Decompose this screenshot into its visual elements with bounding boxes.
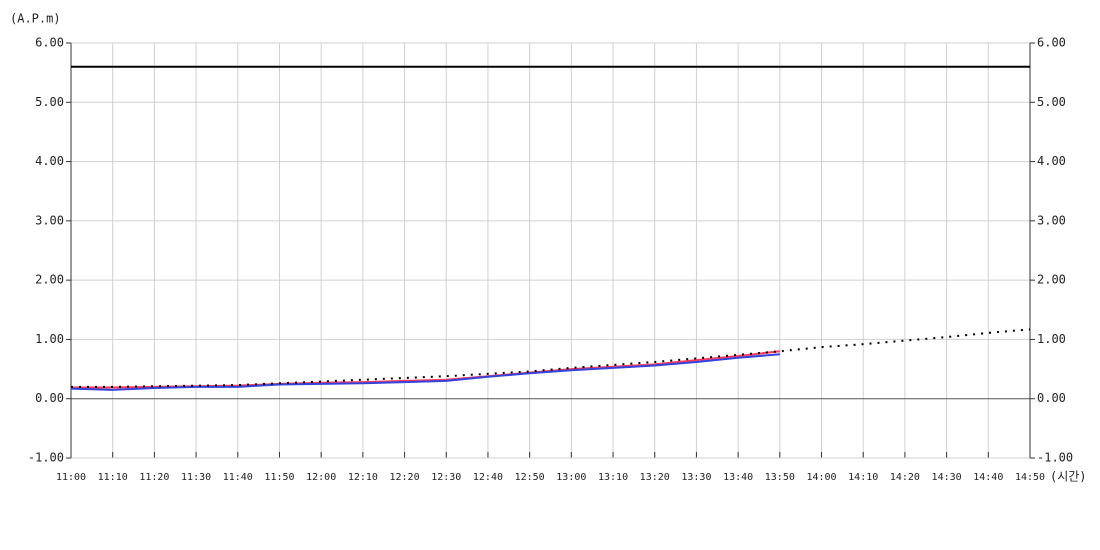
x-tick-label: 13:50: [765, 472, 795, 483]
x-tick-label: 13:40: [723, 472, 753, 483]
y-tick-label: 4.00: [35, 154, 64, 168]
y-tick-label: 6.00: [35, 36, 64, 50]
x-axis-title: (시간): [1050, 470, 1087, 484]
x-tick-label: 11:20: [139, 472, 169, 483]
y-tick-label: 2.00: [35, 273, 64, 287]
y2-tick-label: -1.00: [1037, 451, 1073, 465]
x-tick-label: 12:50: [515, 472, 545, 483]
x-tick-label: 14:10: [848, 472, 878, 483]
y-tick-label: 5.00: [35, 95, 64, 109]
y2-tick-label: 3.00: [1037, 213, 1066, 227]
x-tick-label: 13:00: [556, 472, 586, 483]
x-tick-label: 12:40: [473, 472, 503, 483]
y-tick-label: 3.00: [35, 213, 64, 227]
x-tick-label: 14:20: [890, 472, 920, 483]
x-tick-label: 12:30: [431, 472, 461, 483]
x-tick-label: 14:40: [973, 472, 1003, 483]
x-tick-label: 13:30: [681, 472, 711, 483]
x-tick-label: 11:10: [98, 472, 128, 483]
x-tick-label: 11:50: [264, 472, 294, 483]
y2-tick-label: 2.00: [1037, 273, 1066, 287]
y2-tick-label: 5.00: [1037, 95, 1066, 109]
series-line: [71, 328, 1031, 388]
x-tick-label: 11:00: [56, 472, 86, 483]
x-tick-label: 14:30: [932, 472, 962, 483]
x-tick-label: 12:00: [306, 472, 336, 483]
x-tick-label: 14:50: [1015, 472, 1045, 483]
x-tick-label: 13:20: [640, 472, 670, 483]
x-tick-label: 13:10: [598, 472, 628, 483]
x-tick-label: 12:20: [390, 472, 420, 483]
y2-tick-label: 6.00: [1037, 36, 1066, 50]
y2-tick-label: 1.00: [1037, 332, 1066, 346]
y2-tick-label: 0.00: [1037, 391, 1066, 405]
x-tick-label: 11:30: [181, 472, 211, 483]
y-tick-label: -1.00: [28, 451, 64, 465]
y-axis-title: (A.P.m): [10, 12, 61, 26]
x-tick-label: 11:40: [223, 472, 253, 483]
y-tick-label: 0.00: [35, 391, 64, 405]
x-tick-label: 14:00: [806, 472, 836, 483]
y-tick-label: 1.00: [35, 332, 64, 346]
y2-tick-label: 4.00: [1037, 154, 1066, 168]
series-line: [70, 353, 780, 391]
x-tick-label: 12:10: [348, 472, 378, 483]
